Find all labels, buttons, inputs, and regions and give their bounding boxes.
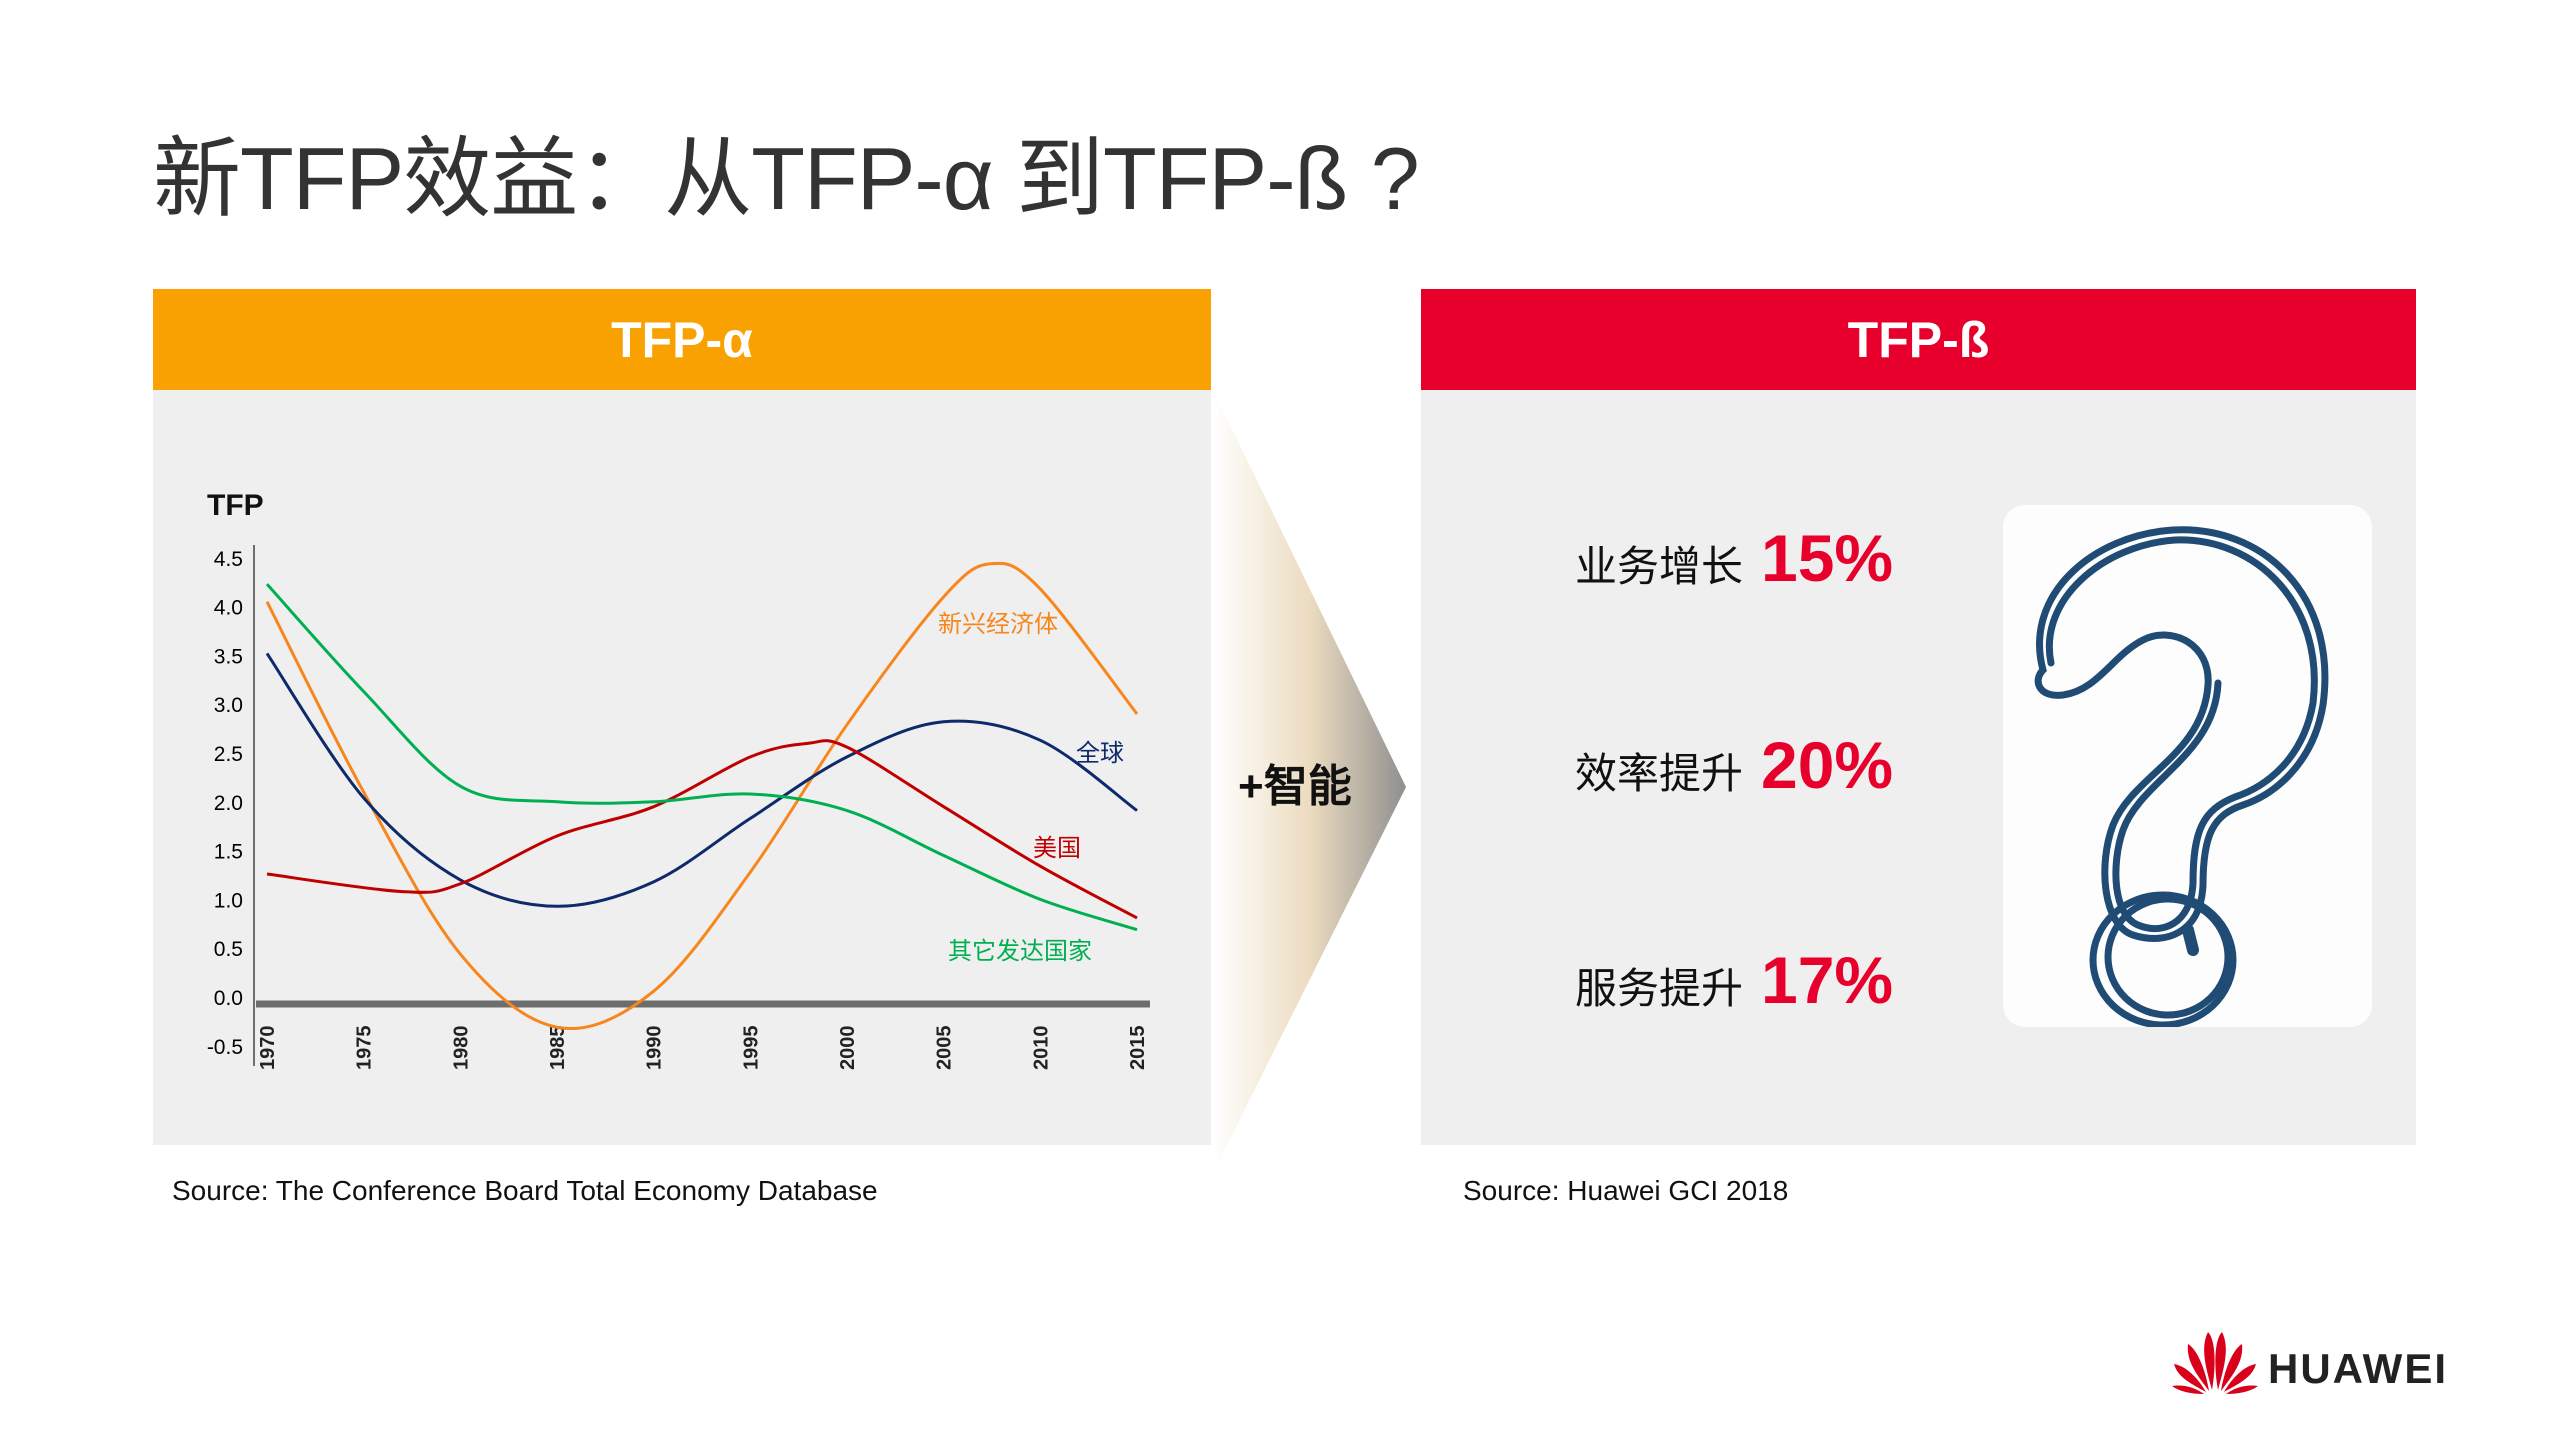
metric-service: 服务提升 17% (1575, 942, 1893, 1018)
x-tick-label: 1980 (450, 1026, 472, 1071)
y-axis-title: TFP (207, 489, 264, 522)
metric-efficiency: 效率提升 20% (1575, 727, 1893, 803)
metric-label: 效率提升 (1575, 750, 1744, 797)
x-tick-label: 2010 (1030, 1026, 1052, 1071)
y-tick-label: 1.5 (214, 841, 243, 864)
tfp-beta-header: TFP-ß (1421, 289, 2416, 390)
y-tick-label: 1.0 (214, 889, 243, 912)
metric-label: 服务提升 (1575, 965, 1744, 1012)
y-tick-label: 0.5 (214, 938, 243, 961)
x-tick-label: 1995 (740, 1026, 762, 1071)
x-tick-label: 1970 (257, 1026, 279, 1071)
x-tick-label: 2005 (934, 1026, 956, 1071)
question-mark-image (2003, 505, 2372, 1029)
series-line-3 (265, 583, 1138, 932)
metric-value: 17% (1761, 943, 1894, 1017)
page-title: 新TFP效益：从TFP-α 到TFP-ß ? (153, 129, 1420, 228)
arrow-shape (1213, 390, 1406, 1173)
y-tick-label: 4.0 (214, 597, 243, 620)
x-tick-label: 2000 (837, 1026, 859, 1071)
series-label: 新兴经济体 (938, 611, 1058, 638)
arrow-label: +智能 (1238, 762, 1352, 811)
brand-name: HUAWEI (2268, 1345, 2448, 1392)
tfp-alpha-header-text: TFP-α (611, 311, 753, 368)
x-tick-label: 1975 (354, 1026, 376, 1071)
series-label: 全球 (1076, 740, 1124, 767)
metric-business-growth: 业务增长 15% (1575, 520, 1893, 596)
y-tick-label: 3.5 (214, 645, 243, 668)
huawei-logo-icon (2172, 1332, 2258, 1394)
y-tick-label: 2.0 (214, 792, 243, 815)
metric-value: 20% (1761, 728, 1894, 802)
x-tick-label: 1990 (644, 1026, 666, 1071)
y-tick-label: 4.5 (214, 548, 243, 571)
left-source: Source: The Conference Board Total Econo… (172, 1175, 878, 1206)
y-tick-label: 0.0 (214, 987, 243, 1010)
tfp-alpha-header: TFP-α (153, 289, 1211, 390)
y-tick-label: -0.5 (207, 1036, 243, 1059)
metric-value: 15% (1761, 521, 1894, 595)
question-mark-icon (2034, 526, 2329, 1029)
y-tick-label: 2.5 (214, 743, 243, 766)
tfp-alpha-panel (153, 390, 1211, 1145)
series-label: 其它发达国家 (948, 938, 1092, 965)
x-tick-label: 1985 (547, 1026, 569, 1071)
x-tick-label: 2015 (1127, 1026, 1149, 1071)
series-line-0 (265, 561, 1139, 1030)
y-tick-label: 3.0 (214, 694, 243, 717)
series-line-1 (265, 652, 1138, 908)
right-source: Source: Huawei GCI 2018 (1463, 1175, 1789, 1206)
tfp-beta-header-text: TFP-ß (1847, 311, 1990, 368)
series-line-2 (266, 739, 1138, 920)
series-label: 美国 (1033, 835, 1081, 862)
metric-label: 业务增长 (1575, 543, 1744, 590)
